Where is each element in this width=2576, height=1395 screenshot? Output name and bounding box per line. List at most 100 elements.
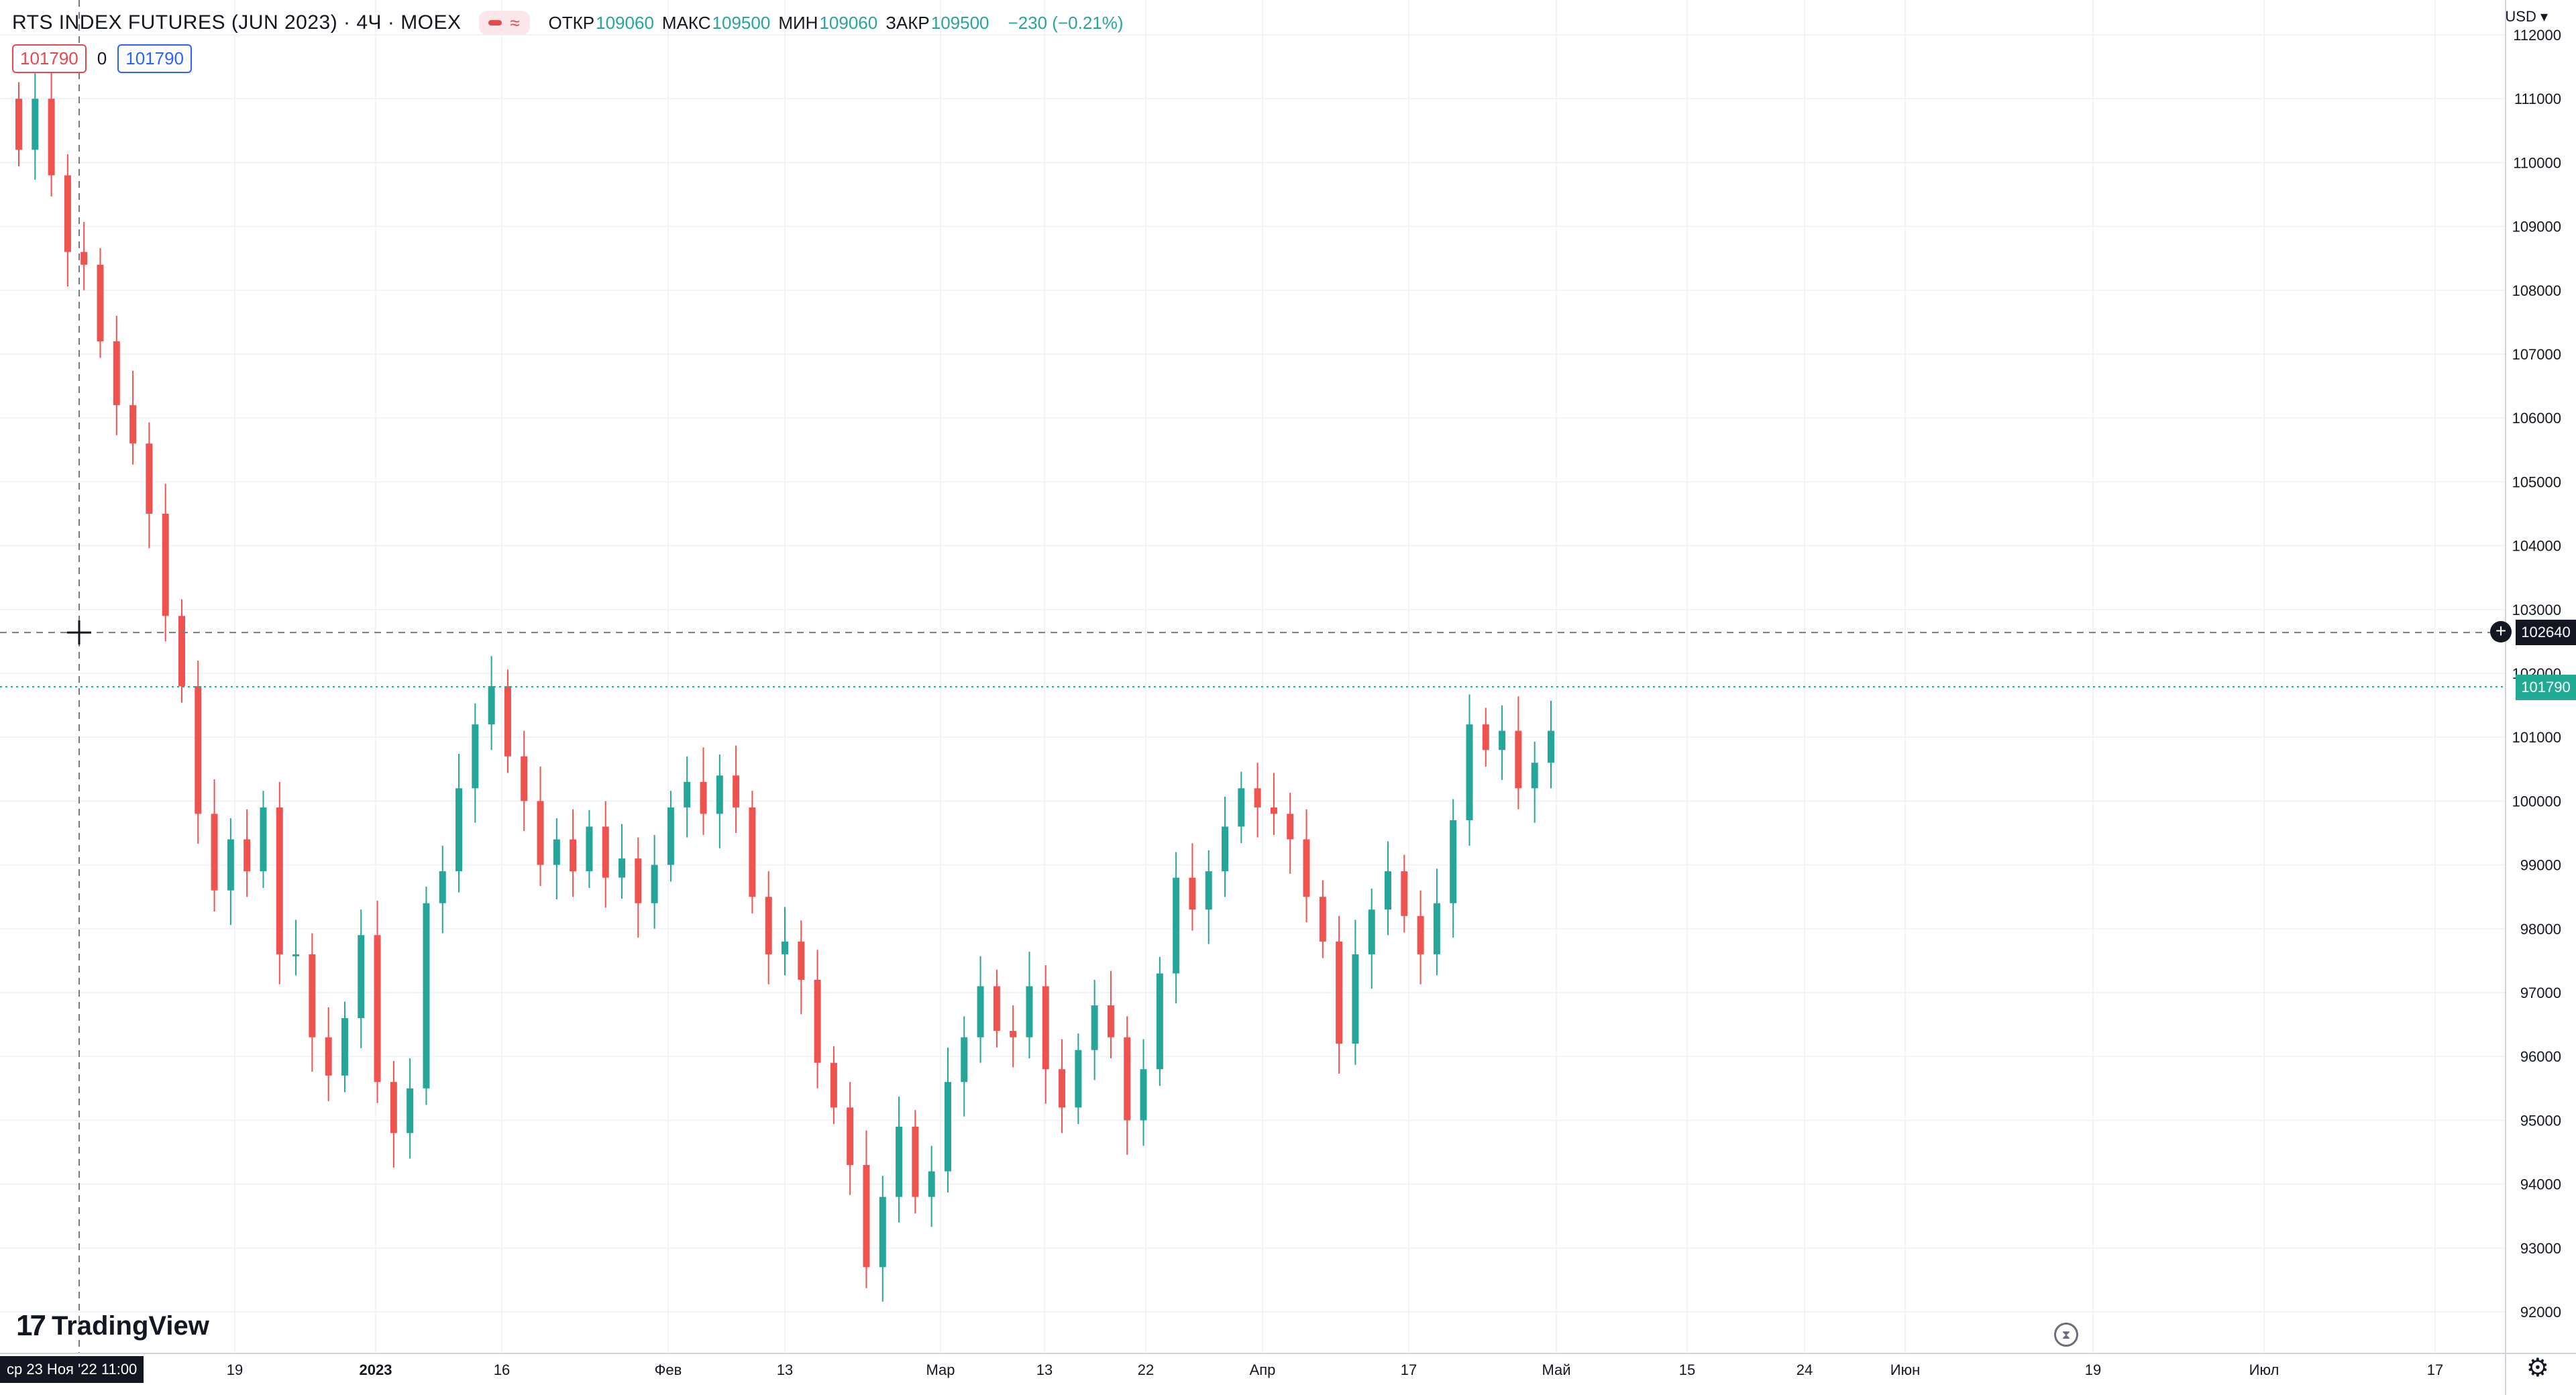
tradingview-logo[interactable]: 17 TradingView [16, 1309, 209, 1343]
price-tick-label: 106000 [2512, 410, 2561, 427]
price-tick-label: 107000 [2512, 346, 2561, 363]
candle-body [292, 954, 300, 956]
currency-selector[interactable]: USD ▾ [2505, 8, 2548, 25]
candle-body [749, 807, 756, 897]
candle-body [993, 986, 1000, 1031]
candle-body [1140, 1069, 1147, 1121]
candle-body [1352, 954, 1359, 1044]
candle-body [80, 252, 88, 265]
low-value: 109060 [819, 12, 878, 33]
candle-body [896, 1126, 903, 1197]
candle-body [504, 686, 511, 757]
time-tick-label: 17 [1401, 1361, 1417, 1378]
candle-body [798, 941, 805, 980]
candle-body [276, 807, 283, 954]
price-tick-label: 96000 [2520, 1048, 2561, 1065]
last-price-badge: 101790 [2516, 675, 2576, 700]
candle-body [912, 1126, 919, 1197]
candle-body [407, 1088, 414, 1133]
price-tick-label: 112000 [2513, 27, 2561, 44]
candle-body [1319, 897, 1326, 942]
candle-body [1010, 1031, 1017, 1038]
candle-body [700, 781, 707, 814]
close-label: ЗАКР [885, 12, 930, 33]
candle-body [32, 99, 39, 150]
sell-button[interactable]: 101790 [12, 44, 87, 73]
tradingview-mark-icon: 17 [16, 1309, 46, 1342]
candle-body [1515, 730, 1522, 789]
candle-body [863, 1165, 870, 1268]
candle-body [716, 775, 723, 814]
time-tick-label: Фев [655, 1361, 682, 1378]
logo-text: TradingView [51, 1310, 209, 1341]
price-tick-label: 94000 [2520, 1176, 2561, 1193]
time-tick-label: 24 [1796, 1361, 1813, 1378]
candle-body [1238, 788, 1245, 827]
candle-body [1222, 826, 1229, 872]
candle-body [1042, 986, 1049, 1070]
candle-body [961, 1037, 968, 1082]
time-tick-label: Июн [1890, 1361, 1920, 1378]
candle-body [472, 724, 479, 789]
visibility-chip[interactable]: ≈ [478, 11, 530, 35]
price-tick-label: 101000 [2512, 729, 2561, 746]
candle-body [765, 897, 772, 954]
candle-body [1417, 915, 1424, 954]
candle-body [1548, 730, 1554, 763]
candle-body [146, 443, 153, 514]
candle-body [1270, 807, 1277, 814]
time-tick-label: 17 [2427, 1361, 2443, 1378]
symbol-legend: RTS INDEX FUTURES (JUN 2023) · 4Ч · MOEX… [12, 7, 1124, 39]
time-tick-label: Апр [1250, 1361, 1276, 1378]
time-tick-label: 19 [227, 1361, 243, 1378]
price-tick-label: 108000 [2512, 282, 2561, 299]
high-label: МАКС [661, 12, 711, 33]
candle-body [635, 858, 642, 903]
candle-body [1401, 871, 1408, 916]
change-value: −230 (−0.21%) [1008, 12, 1124, 33]
candle-body [814, 979, 821, 1063]
price-tick-label: 98000 [2520, 921, 2561, 938]
candle-body [879, 1196, 886, 1268]
candle-body [325, 1037, 332, 1076]
close-value: 109500 [930, 12, 989, 33]
time-tick-label: Июл [2249, 1361, 2279, 1378]
candle-body [1075, 1050, 1082, 1108]
candle-body [847, 1107, 854, 1166]
candle-body [309, 954, 316, 1038]
gear-icon[interactable]: ⚙ [2526, 1354, 2549, 1382]
crosshair-price-badge: 102640 [2516, 620, 2576, 645]
time-tick-label: 13 [1036, 1361, 1053, 1378]
plus-circle-icon[interactable]: + [2490, 621, 2512, 643]
candle-body [390, 1082, 397, 1133]
spread-value: 0 [97, 48, 107, 68]
symbol-title[interactable]: RTS INDEX FUTURES (JUN 2023) · 4Ч · MOEX [12, 11, 462, 34]
candle-body [733, 775, 740, 807]
candle-body [586, 826, 593, 872]
candle-body [1205, 871, 1212, 910]
price-tick-label: 99000 [2520, 857, 2561, 874]
candle-body [537, 801, 544, 865]
candle-body [667, 807, 674, 865]
candle-body [1303, 839, 1310, 897]
candle-body [178, 616, 185, 687]
buy-button[interactable]: 101790 [117, 44, 192, 73]
time-tick-label: Мар [926, 1361, 955, 1378]
candle-body [488, 686, 495, 725]
candle-body [1124, 1037, 1131, 1121]
candle-body [1091, 1005, 1098, 1050]
price-tick-label: 105000 [2512, 473, 2561, 490]
time-tick-label: 15 [1679, 1361, 1695, 1378]
candle-body [1156, 973, 1163, 1070]
eye-icon [488, 20, 502, 25]
candle-body [1385, 871, 1392, 910]
price-tick-label: 111000 [2514, 91, 2561, 107]
candles-series [15, 64, 1554, 1302]
candle-body [227, 839, 234, 891]
replay-icon[interactable]: ⧗ [2054, 1323, 2078, 1347]
price-tick-label: 104000 [2512, 538, 2561, 555]
candle-body [1254, 788, 1261, 807]
candle-body [782, 941, 788, 954]
candle-body [1059, 1069, 1066, 1108]
